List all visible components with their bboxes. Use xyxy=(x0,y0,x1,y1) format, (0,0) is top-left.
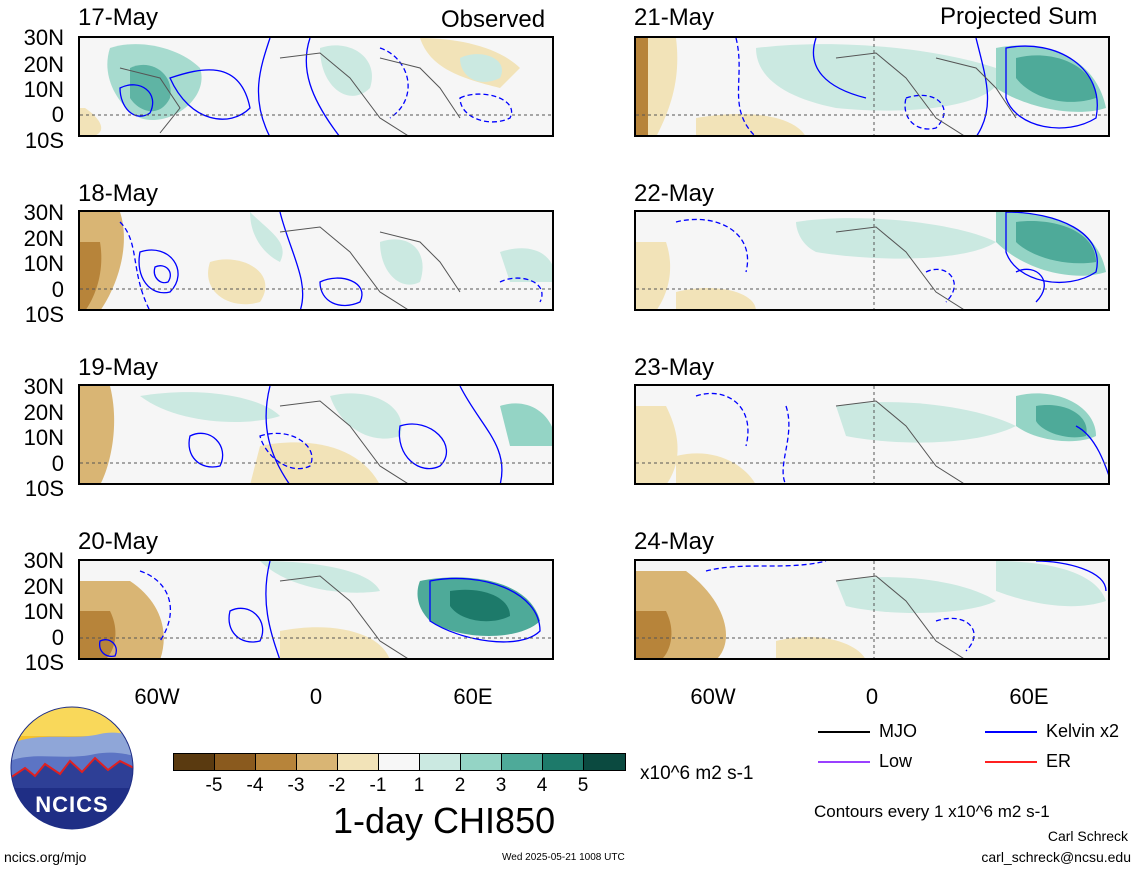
panel-date: 17-May xyxy=(78,4,159,31)
colorbar-swatch xyxy=(173,753,215,771)
lat-label: 20N xyxy=(23,574,64,599)
colorbar-label: -1 xyxy=(369,775,387,796)
map-panel-23-may xyxy=(634,384,1110,485)
panel-date: 21-May xyxy=(634,4,715,31)
map-panel-21-may xyxy=(634,36,1110,137)
colorbar-label: -2 xyxy=(328,775,346,796)
colorbar-swatch xyxy=(583,753,626,771)
lat-label: 10S xyxy=(24,650,64,675)
lat-label: 10S xyxy=(24,302,64,327)
lon-label: 0 xyxy=(865,684,879,709)
colorbar-label: -5 xyxy=(205,775,223,796)
panel-date: 22-May xyxy=(634,180,715,207)
website-link[interactable]: ncics.org/mjo xyxy=(4,849,87,865)
lat-label: 0 xyxy=(51,451,64,476)
lat-label: 0 xyxy=(51,102,64,127)
colorbar-swatch xyxy=(337,753,379,771)
legend-label: Low xyxy=(879,751,913,771)
lon-label: 60W xyxy=(690,684,736,709)
lat-label: 30N xyxy=(23,374,64,399)
map-panel-17-may xyxy=(78,36,554,137)
lat-label: 10N xyxy=(23,251,64,276)
lat-label: 10N xyxy=(23,425,64,450)
panel-date: 19-May xyxy=(78,354,159,381)
legend-line-low xyxy=(818,761,870,763)
map-panel-20-may xyxy=(78,559,554,660)
colorbar xyxy=(173,753,626,771)
lon-label: 60E xyxy=(1009,684,1049,709)
colorbar-label: 5 xyxy=(577,775,589,796)
lat-label: 10N xyxy=(23,599,64,624)
legend-line-mjo xyxy=(818,731,870,733)
map-panel-24-may xyxy=(634,559,1110,660)
chart-title: 1-day CHI850 xyxy=(333,800,556,841)
map-panel-22-may xyxy=(634,210,1110,311)
lat-label: 30N xyxy=(23,200,64,225)
timestamp: Wed 2025-05-21 1008 UTC xyxy=(502,852,625,863)
lat-label: 0 xyxy=(51,625,64,650)
colorbar-swatch xyxy=(214,753,256,771)
panel-date: 18-May xyxy=(78,180,159,207)
ncics-logo: NCICS xyxy=(10,706,134,830)
author-email: carl_schreck@ncsu.edu xyxy=(981,849,1131,865)
map-panel-18-may xyxy=(78,210,554,311)
legend-line-kelvin xyxy=(985,731,1037,733)
logo-text: NCICS xyxy=(35,792,109,817)
colorbar-label: 4 xyxy=(536,775,548,796)
lat-label: 10S xyxy=(24,128,64,153)
contours-note: Contours every 1 x10^6 m2 s-1 xyxy=(814,802,1050,821)
colorbar-swatch xyxy=(460,753,502,771)
colorbar-swatch xyxy=(419,753,461,771)
lat-label: 20N xyxy=(23,400,64,425)
lat-label: 10S xyxy=(24,476,64,501)
lat-label: 30N xyxy=(23,25,64,50)
colorbar-label: 1 xyxy=(413,775,425,796)
lat-label: 10N xyxy=(23,77,64,102)
legend-label: Kelvin x2 xyxy=(1046,721,1120,741)
colorbar-label: 2 xyxy=(454,775,466,796)
colorbar-swatch xyxy=(378,753,420,771)
colorbar-units: x10^6 m2 s-1 xyxy=(640,763,754,784)
colorbar-swatch xyxy=(255,753,297,771)
lat-label: 20N xyxy=(23,226,64,251)
panel-date: 20-May xyxy=(78,528,159,555)
observed-label: Observed xyxy=(441,6,546,33)
colorbar-label: -4 xyxy=(246,775,264,796)
legend-label: ER xyxy=(1046,751,1072,771)
panel-date: 24-May xyxy=(634,528,715,555)
map-panel-19-may xyxy=(78,384,554,485)
lat-label: 30N xyxy=(23,548,64,573)
lat-label: 20N xyxy=(23,52,64,77)
lat-label: 0 xyxy=(51,277,64,302)
colorbar-swatch xyxy=(501,753,543,771)
legend-line-er xyxy=(985,761,1037,763)
panel-date: 23-May xyxy=(634,354,715,381)
lon-label: 0 xyxy=(309,684,323,709)
projected-sum-label: Projected Sum xyxy=(940,3,1098,30)
author-name: Carl Schreck xyxy=(1047,828,1128,844)
colorbar-swatch xyxy=(542,753,584,771)
colorbar-label: -3 xyxy=(287,775,305,796)
lon-label: 60W xyxy=(134,684,180,709)
colorbar-label: 3 xyxy=(495,775,507,796)
colorbar-swatch xyxy=(296,753,338,771)
lon-label: 60E xyxy=(453,684,493,709)
legend-label: MJO xyxy=(879,721,917,741)
